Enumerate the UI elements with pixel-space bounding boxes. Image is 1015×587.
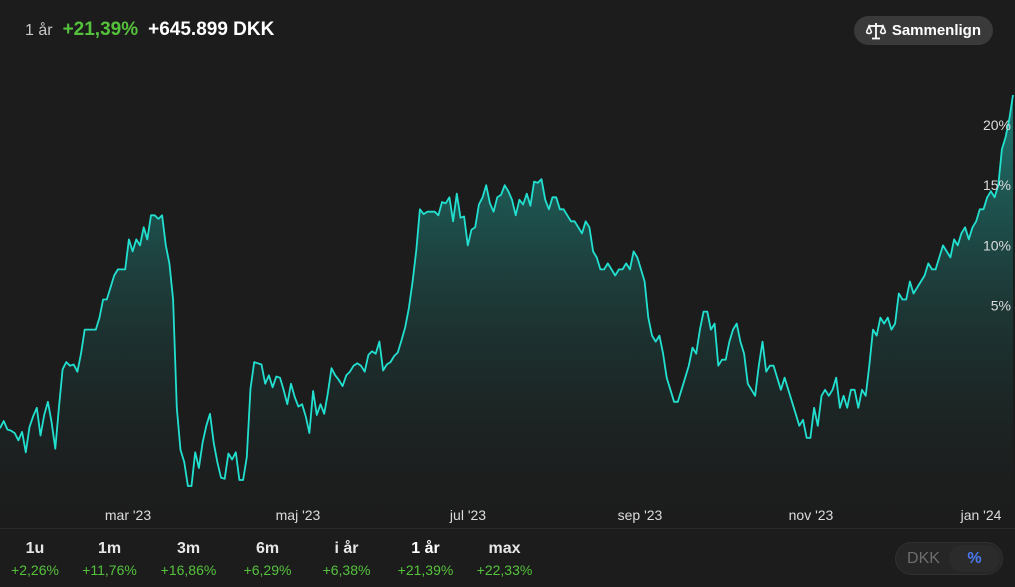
scale-icon: [865, 22, 886, 39]
period-button-6m[interactable]: 6m +6,29%: [228, 538, 307, 580]
y-tick-label: 15%: [983, 177, 1011, 193]
period-button-1m[interactable]: 1m +11,76%: [70, 538, 149, 580]
period-value: +22,33%: [476, 562, 533, 578]
x-tick-label: maj '23: [276, 507, 321, 523]
unit-toggle: DKK %: [895, 542, 1003, 575]
period-value: +11,76%: [82, 562, 137, 578]
period-value: +2,26%: [11, 562, 59, 578]
chart-line: [0, 94, 1014, 487]
y-tick-label: 10%: [983, 237, 1011, 253]
performance-header: 1 år +21,39% +645.899 DKK: [25, 19, 274, 45]
period-label: 1m: [97, 540, 122, 557]
period-label: 3m: [176, 540, 201, 557]
period-button-1u[interactable]: 1u +2,26%: [0, 538, 70, 580]
x-tick-label: nov '23: [789, 507, 834, 523]
divider: [0, 528, 1015, 529]
period-button-3m[interactable]: 3m +16,86%: [149, 538, 228, 580]
period-button-max[interactable]: max +22,33%: [465, 538, 544, 580]
x-tick-label: jan '24: [960, 507, 1002, 523]
x-tick-label: sep '23: [618, 507, 663, 523]
compare-button[interactable]: Sammenlign: [853, 16, 993, 45]
selected-period-label: 1 år: [25, 22, 53, 39]
y-tick-label: 20%: [983, 117, 1011, 133]
period-value: +21,39%: [397, 562, 454, 578]
chart-area-fill: [0, 95, 1013, 528]
x-tick-label: mar '23: [105, 507, 151, 523]
unit-toggle-percent[interactable]: %: [949, 545, 1000, 572]
period-label: 6m: [255, 540, 280, 557]
performance-chart[interactable]: 5% 10% 15% 20% mar '23 maj '23 jul '23 sep '23…: [0, 0, 1015, 528]
x-tick-label: jul '23: [449, 507, 486, 523]
period-button-1y[interactable]: 1 år +21,39%: [386, 538, 465, 580]
change-amount: +645.899 DKK: [148, 19, 275, 40]
period-label: i år: [334, 540, 359, 557]
compare-button-label: Sammenlign: [891, 22, 981, 39]
period-label: 1 år: [411, 540, 440, 557]
period-label: max: [488, 540, 521, 557]
change-percent: +21,39%: [62, 19, 139, 40]
y-tick-label: 5%: [991, 298, 1011, 314]
period-value: +6,29%: [243, 562, 292, 578]
unit-toggle-dkk[interactable]: DKK: [907, 549, 940, 567]
period-value: +16,86%: [160, 562, 217, 578]
period-value: +6,38%: [322, 562, 371, 578]
period-button-ytd[interactable]: i år +6,38%: [307, 538, 386, 580]
period-selector: 1u +2,26% 1m +11,76% 3m +16,86% 6m +6,29…: [0, 538, 544, 580]
period-label: 1u: [25, 540, 45, 557]
